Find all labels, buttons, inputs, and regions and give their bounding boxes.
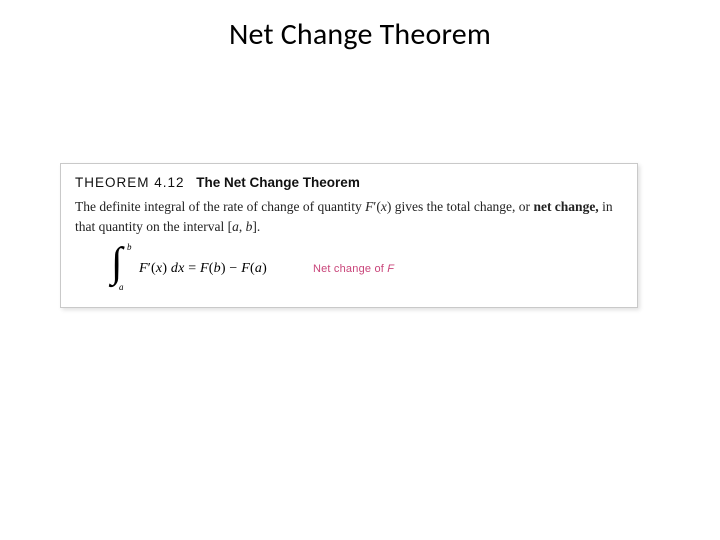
cap-pre: Net change of (313, 263, 387, 275)
f-c3: ) (262, 261, 267, 276)
f-F2: F (200, 261, 209, 276)
f-F3: F (241, 261, 250, 276)
integral-lower: a (119, 282, 124, 292)
theorem-label: THEOREM 4.12 (75, 175, 185, 190)
integral-sign: ∫ b a (109, 247, 137, 291)
int-a: a (232, 219, 239, 234)
theorem-body: The definite integral of the rate of cha… (75, 197, 623, 238)
rate-symbol: F′(x) (365, 199, 391, 214)
f-c1: ) (162, 261, 171, 276)
int-comma: , (239, 219, 246, 234)
theorem-text-end: . (257, 219, 260, 234)
f-c2: ) − (221, 261, 241, 276)
f-b: b (214, 261, 221, 276)
f-a: a (255, 261, 262, 276)
formula-expression: F′(x) dx = F(b) − F(a) (139, 261, 267, 277)
f-F1: F (139, 261, 148, 276)
theorem-box: THEOREM 4.12 The Net Change Theorem The … (60, 163, 638, 308)
interval-symbol: [a, b] (228, 219, 257, 234)
integral-glyph: ∫ (111, 242, 123, 284)
f-eq: = (185, 261, 201, 276)
formula-caption: Net change of F (313, 263, 394, 275)
page-title: Net Change Theorem (0, 16, 720, 53)
integral-upper: b (127, 242, 132, 252)
formula-row: ∫ b a F′(x) dx = F(b) − F(a) Net change … (75, 247, 623, 291)
theorem-header: THEOREM 4.12 The Net Change Theorem (75, 174, 623, 193)
f-d: d (171, 261, 178, 276)
slide: Net Change Theorem THEOREM 4.12 The Net … (0, 0, 720, 540)
theorem-text-pre: The definite integral of the rate of cha… (75, 199, 365, 214)
theorem-bold: net change, (533, 199, 598, 214)
cap-F: F (387, 263, 394, 275)
theorem-text-mid1: gives the total change, or (391, 199, 533, 214)
theorem-name: The Net Change Theorem (196, 175, 360, 190)
